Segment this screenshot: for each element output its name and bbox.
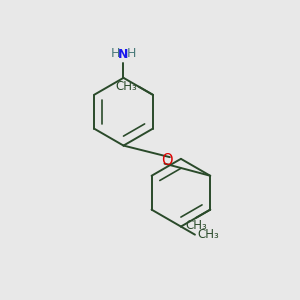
Text: CH₃: CH₃ xyxy=(185,219,207,232)
Text: H: H xyxy=(127,47,136,60)
Text: H: H xyxy=(111,47,120,60)
Text: N: N xyxy=(118,48,129,61)
Text: CH₃: CH₃ xyxy=(197,228,219,241)
Text: O: O xyxy=(161,153,173,168)
Text: CH₃: CH₃ xyxy=(116,80,138,93)
